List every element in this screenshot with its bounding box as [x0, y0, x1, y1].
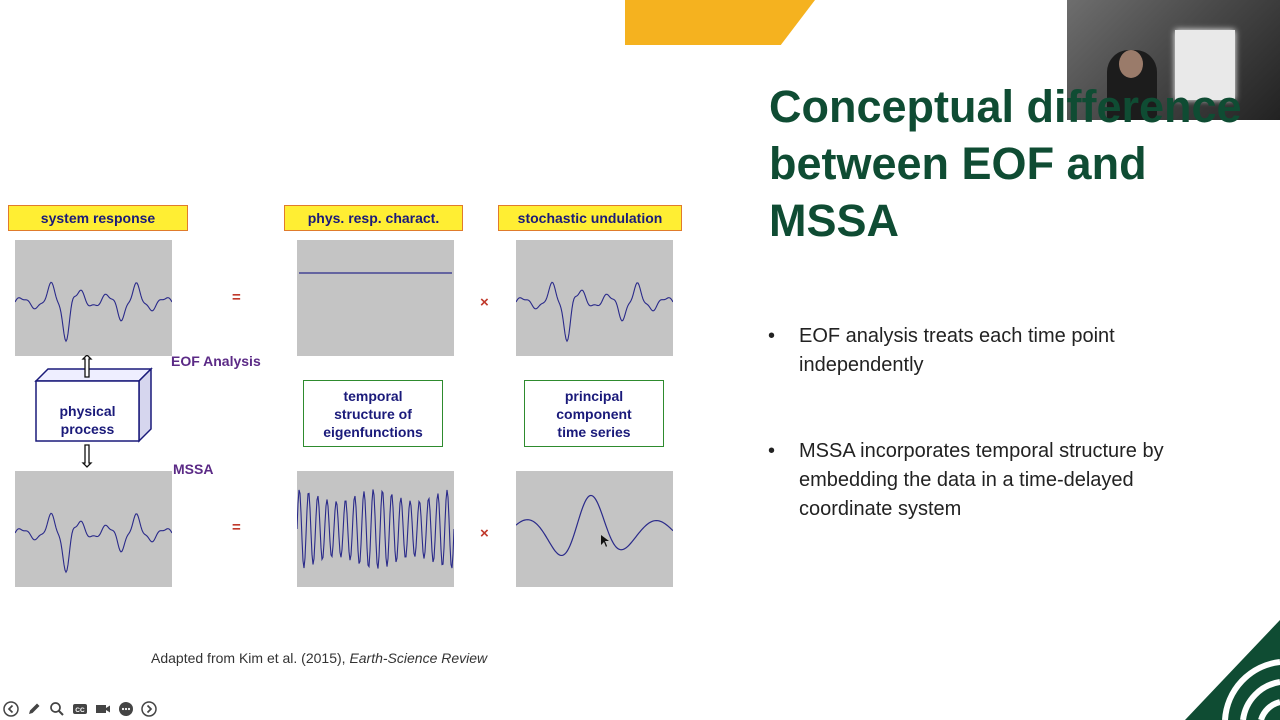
label-system-response: system response	[8, 205, 188, 231]
pen-icon[interactable]	[25, 700, 43, 718]
bullet-mssa: MSSA incorporates temporal structure by …	[768, 437, 1168, 524]
back-icon[interactable]	[2, 700, 20, 718]
eof-analysis-label: EOF Analysis	[171, 353, 261, 369]
times-sign-eof: ×	[480, 294, 489, 311]
captions-icon[interactable]: CC	[71, 700, 89, 718]
svg-text:CC: CC	[75, 707, 85, 714]
times-sign-mssa: ×	[480, 525, 489, 542]
panel-principal-component-mssa	[516, 471, 673, 587]
bullet-eof: EOF analysis treats each time point inde…	[768, 322, 1168, 380]
equals-sign-mssa: =	[232, 519, 241, 536]
mssa-label: MSSA	[173, 461, 214, 477]
panel-system-response-mssa	[15, 471, 172, 587]
physical-process-cube	[34, 355, 153, 468]
panel-system-response-eof	[15, 240, 172, 356]
presenter-webcam	[1067, 0, 1280, 120]
forward-icon[interactable]	[140, 700, 158, 718]
figure-credit: Adapted from Kim et al. (2015), Earth-Sc…	[151, 650, 488, 666]
presentation-toolbar: CC	[2, 700, 158, 718]
physical-process-text: physical process	[59, 403, 116, 437]
more-icon[interactable]	[117, 700, 135, 718]
zoom-icon[interactable]	[48, 700, 66, 718]
mouse-cursor-icon	[601, 535, 609, 547]
panel-stochastic-eof	[516, 240, 673, 356]
slide-title: Conceptual difference between EOF and MS…	[769, 81, 1242, 246]
bullet-list: EOF analysis treats each time point inde…	[768, 322, 1168, 581]
principal-component-box: principal component time series	[524, 380, 664, 447]
temporal-structure-box: temporal structure of eigenfunctions	[303, 380, 443, 447]
accent-bar	[625, 0, 815, 45]
equals-sign-eof: =	[232, 289, 241, 306]
label-stochastic: stochastic undulation	[498, 205, 682, 231]
camera-icon[interactable]	[94, 700, 112, 718]
panel-eigenfunctions-mssa	[297, 471, 454, 587]
label-phys-resp: phys. resp. charact.	[284, 205, 463, 231]
panel-phys-resp-eof	[297, 240, 454, 356]
university-logo	[1185, 620, 1280, 720]
